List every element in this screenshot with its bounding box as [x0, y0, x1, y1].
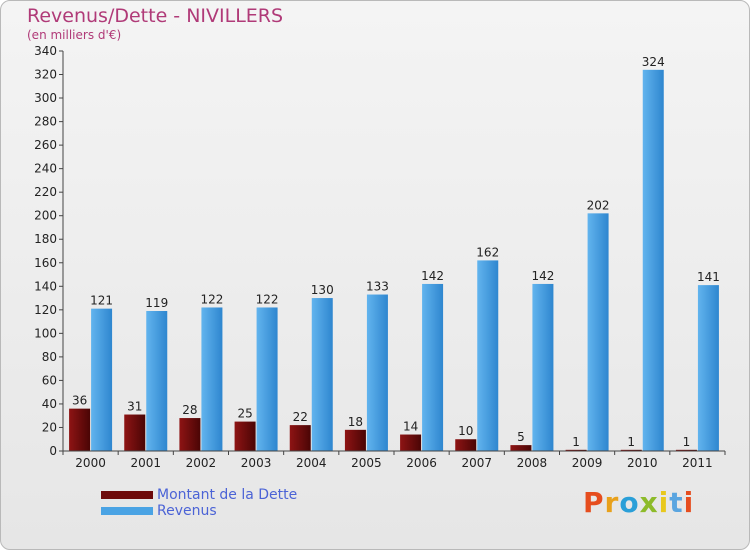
data-label-debt: 22	[293, 410, 308, 424]
bar-debt	[675, 449, 697, 451]
y-tick-label: 120	[34, 303, 57, 317]
data-label-debt: 28	[182, 403, 197, 417]
y-tick-label: 40	[42, 397, 57, 411]
y-tick-label: 200	[34, 209, 57, 223]
bar-debt	[289, 425, 311, 451]
data-label-revenue: 162	[476, 245, 499, 259]
bar-debt	[400, 434, 422, 451]
y-tick-label: 180	[34, 232, 57, 246]
data-label-debt: 1	[683, 435, 691, 449]
legend: Montant de la Dette Revenus	[101, 487, 297, 519]
legend-label-revenue: Revenus	[157, 503, 217, 519]
data-label-debt: 25	[237, 407, 252, 421]
chart-title: Revenus/Dette - NIVILLERS	[27, 5, 284, 27]
logo-letter: P	[583, 486, 605, 519]
bar-revenue	[477, 260, 499, 451]
data-label-revenue: 122	[256, 292, 279, 306]
bar-debt	[69, 408, 91, 451]
x-tick-label: 2003	[241, 456, 272, 470]
y-tick-label: 140	[34, 279, 57, 293]
data-label-debt: 1	[572, 435, 580, 449]
logo-letter: i	[658, 486, 670, 519]
data-label-revenue: 324	[642, 55, 665, 69]
data-label-debt: 18	[348, 415, 363, 429]
bar-revenue	[146, 311, 168, 451]
bar-revenue	[422, 283, 444, 451]
logo-letter: x	[639, 486, 659, 519]
bar-revenue	[201, 307, 223, 451]
y-tick-label: 220	[34, 185, 57, 199]
y-tick-label: 0	[49, 444, 57, 458]
bar-debt	[510, 445, 532, 451]
data-label-debt: 36	[72, 394, 87, 408]
data-label-revenue: 130	[311, 283, 334, 297]
y-tick-label: 280	[34, 115, 57, 129]
y-tick-label: 300	[34, 91, 57, 105]
x-tick-label: 2001	[130, 456, 161, 470]
data-label-debt: 1	[627, 435, 635, 449]
data-label-revenue: 133	[366, 280, 389, 294]
logo-letter: o	[619, 486, 640, 519]
data-label-revenue: 141	[697, 270, 720, 284]
bar-revenue	[311, 298, 333, 451]
data-label-revenue: 142	[531, 269, 554, 283]
y-tick-label: 80	[42, 350, 57, 364]
bar-revenue	[366, 294, 388, 451]
legend-swatch-revenue	[101, 507, 153, 515]
bar-debt	[234, 421, 256, 451]
bar-revenue	[697, 285, 719, 451]
logo-letter: t	[669, 486, 684, 519]
bar-debt	[620, 449, 642, 451]
bar-debt	[565, 449, 587, 451]
data-label-revenue: 119	[145, 296, 168, 310]
data-label-debt: 31	[127, 400, 142, 414]
data-label-revenue: 121	[90, 294, 113, 308]
legend-item-debt: Montant de la Dette	[101, 487, 297, 503]
bar-debt	[179, 418, 201, 451]
chart-subtitle: (en milliers d'€)	[27, 28, 122, 42]
bar-revenue	[91, 308, 113, 451]
y-tick-label: 240	[34, 162, 57, 176]
x-tick-label: 2005	[351, 456, 382, 470]
legend-item-revenue: Revenus	[101, 503, 297, 519]
bar-revenue	[532, 283, 554, 451]
logo-letter: r	[604, 486, 620, 519]
bar-revenue	[256, 307, 278, 451]
y-tick-label: 320	[34, 68, 57, 82]
x-tick-label: 2009	[572, 456, 603, 470]
data-label-debt: 14	[403, 420, 418, 434]
bar-debt	[124, 414, 146, 451]
y-tick-label: 100	[34, 326, 57, 340]
x-tick-label: 2011	[682, 456, 713, 470]
bar-revenue	[642, 69, 664, 451]
data-label-revenue: 122	[200, 292, 223, 306]
bar-revenue	[587, 213, 609, 451]
y-tick-label: 340	[34, 44, 57, 58]
y-tick-label: 20	[42, 420, 57, 434]
bar-debt	[344, 429, 366, 451]
legend-label-debt: Montant de la Dette	[157, 487, 298, 503]
x-tick-label: 2002	[186, 456, 217, 470]
x-tick-label: 2007	[461, 456, 492, 470]
x-tick-label: 2004	[296, 456, 327, 470]
y-tick-label: 260	[34, 138, 57, 152]
data-label-revenue: 202	[587, 198, 610, 212]
x-tick-label: 2008	[517, 456, 548, 470]
data-label-debt: 5	[517, 430, 525, 444]
x-tick-label: 2010	[627, 456, 658, 470]
y-tick-label: 160	[34, 256, 57, 270]
x-tick-label: 2000	[75, 456, 106, 470]
proxiti-logo: Proxiti	[583, 486, 694, 519]
data-label-debt: 10	[458, 424, 473, 438]
data-label-revenue: 142	[421, 269, 444, 283]
logo-letter: i	[683, 486, 695, 519]
y-tick-label: 60	[42, 373, 57, 387]
x-tick-label: 2006	[406, 456, 437, 470]
legend-swatch-debt	[101, 491, 153, 499]
bar-debt	[455, 439, 477, 451]
